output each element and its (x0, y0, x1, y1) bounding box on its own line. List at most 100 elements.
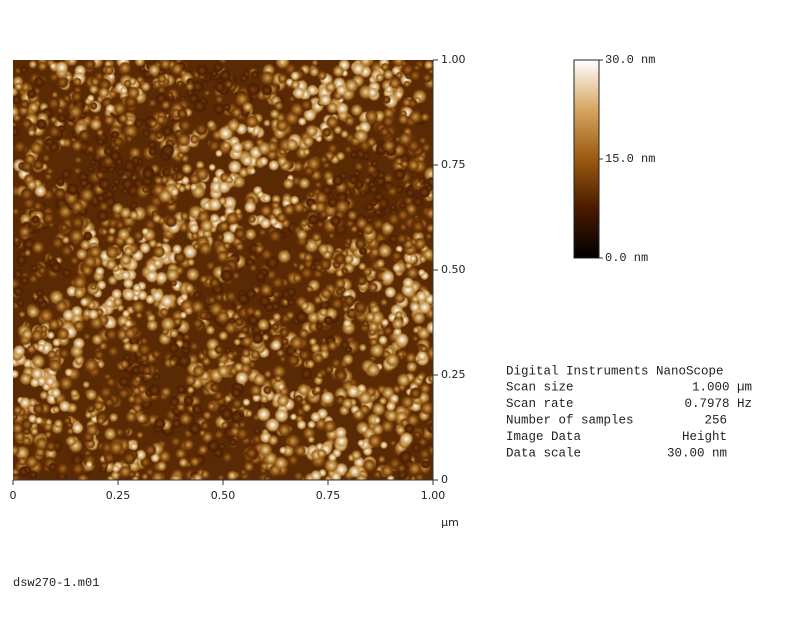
grain (375, 73, 385, 83)
grain (23, 466, 32, 474)
grain (357, 390, 373, 406)
grain (309, 66, 320, 78)
grain (179, 211, 190, 221)
grain (49, 261, 63, 274)
grain (249, 384, 263, 397)
grain (165, 267, 180, 282)
grain (55, 176, 66, 187)
grain (245, 409, 253, 418)
grain (31, 354, 46, 369)
grain (209, 382, 220, 393)
grain (24, 153, 36, 165)
grain (20, 117, 33, 131)
grain (242, 139, 255, 152)
grain (159, 60, 172, 70)
grain (393, 291, 406, 304)
grain (235, 371, 249, 385)
grain (277, 73, 288, 84)
grain (399, 431, 414, 446)
grain (21, 328, 34, 341)
grain (285, 433, 301, 449)
grain (370, 159, 380, 168)
grain (126, 85, 141, 100)
grain (348, 465, 362, 478)
grain (59, 222, 69, 233)
grain (274, 374, 283, 383)
x-tick-label: 0.75 (316, 489, 341, 502)
grain (219, 69, 232, 82)
grain (19, 396, 32, 409)
grain (181, 163, 193, 175)
grain (327, 231, 336, 240)
grain (72, 275, 88, 290)
info-title: Digital Instruments NanoScope (506, 364, 724, 378)
grain (70, 90, 84, 103)
grain (263, 370, 272, 379)
grain (395, 232, 409, 245)
grain (298, 177, 311, 190)
grain (143, 443, 158, 457)
grain (346, 384, 361, 399)
grain (276, 212, 287, 223)
grain (213, 429, 225, 441)
grain (129, 210, 140, 221)
grain (35, 295, 46, 305)
grain (44, 440, 57, 453)
filename: dsw270-1.m01 (13, 576, 99, 590)
grain (263, 119, 271, 127)
grain (55, 75, 70, 90)
grain (389, 439, 397, 447)
grain (152, 214, 162, 224)
grain (408, 386, 423, 400)
grain (168, 396, 181, 408)
grain (221, 141, 231, 150)
grain (260, 70, 275, 86)
grain (316, 448, 327, 459)
grain (47, 124, 62, 139)
grain (160, 386, 172, 398)
grain (424, 232, 433, 241)
grain (71, 140, 83, 152)
grain (335, 199, 350, 214)
grain (218, 330, 229, 341)
grain (147, 383, 162, 397)
grain (358, 262, 367, 271)
grain (134, 60, 146, 67)
grain (94, 266, 105, 277)
grain (66, 421, 74, 429)
grain (243, 461, 255, 472)
grain (17, 456, 28, 467)
grain (58, 347, 71, 360)
grain (362, 320, 370, 328)
grain (132, 283, 142, 293)
grain (322, 419, 337, 434)
grain (123, 246, 134, 257)
grain (105, 245, 120, 260)
grain (314, 180, 323, 189)
grain (159, 293, 175, 309)
grain (408, 68, 422, 83)
grain (402, 276, 415, 289)
grain (417, 300, 432, 315)
grain (139, 242, 151, 254)
grain (14, 82, 23, 91)
grain (87, 165, 95, 173)
grain (313, 200, 327, 214)
grain (168, 358, 177, 367)
grain (13, 206, 21, 217)
grain (282, 178, 295, 190)
grain (136, 75, 144, 84)
grain (226, 470, 238, 480)
grain (97, 200, 110, 213)
grain (191, 403, 204, 416)
grain (197, 444, 209, 455)
grain (122, 288, 136, 302)
grain (85, 388, 98, 401)
grain (114, 427, 125, 438)
grain (169, 435, 182, 448)
colorbar-label: 30.0 nm (605, 53, 655, 67)
grain (153, 417, 167, 430)
grain (139, 336, 149, 346)
grain (324, 458, 339, 473)
grain (100, 461, 109, 470)
